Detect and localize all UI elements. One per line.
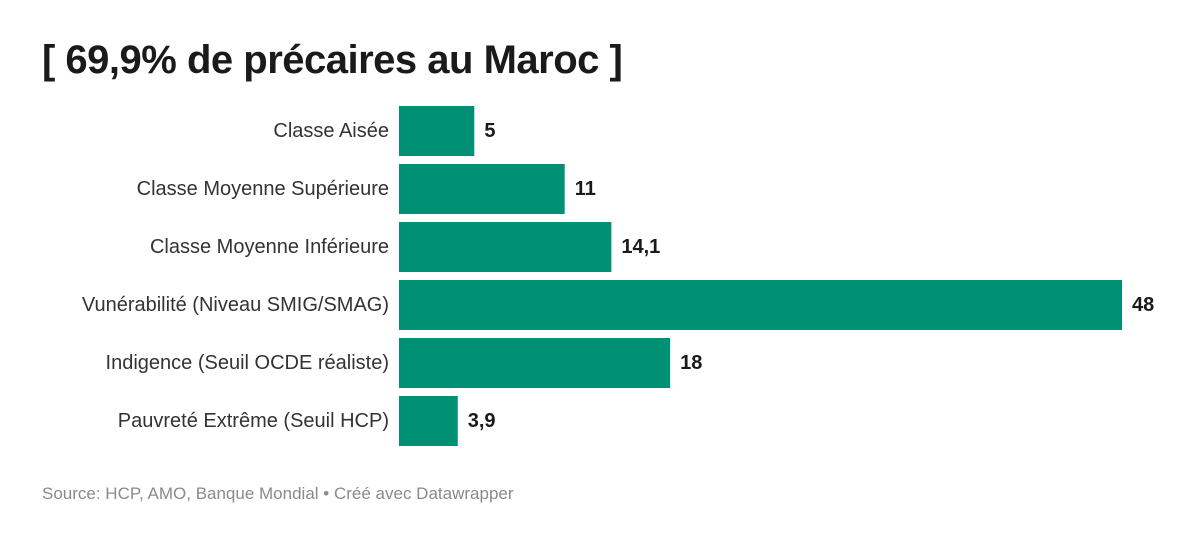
value-label: 14,1 — [621, 236, 660, 258]
bar — [399, 106, 475, 156]
bar — [399, 338, 671, 388]
category-label: Classe Moyenne Supérieure — [137, 178, 389, 200]
bar-chart: Classe Aisée 5 Classe Moyenne Supérieure 11… — [82, 106, 1154, 446]
bar — [399, 222, 612, 272]
category-label: Pauvreté Extrême (Seuil HCP) — [118, 410, 389, 432]
source-text: Source: HCP, AMO, Banque Mondial — [42, 484, 319, 503]
value-label: 3,9 — [468, 410, 496, 432]
bar — [399, 396, 458, 446]
category-label: Vunérabilité (Niveau SMIG/SMAG) — [82, 294, 389, 316]
value-label: 48 — [1132, 294, 1154, 316]
value-label: 18 — [680, 352, 702, 374]
credit-text: Créé avec Datawrapper — [333, 484, 514, 503]
category-label: Classe Moyenne Inférieure — [150, 236, 389, 258]
chart-footer: Source: HCP, AMO, Banque Mondial • Créé … — [42, 484, 514, 504]
category-label: Indigence (Seuil OCDE réaliste) — [106, 352, 389, 374]
bar — [399, 164, 565, 214]
footer-separator: • — [323, 484, 330, 503]
value-label: 11 — [575, 178, 596, 200]
category-label: Classe Aisée — [273, 120, 389, 142]
chart-title: [ 69,9% de précaires au Maroc ] — [42, 38, 623, 82]
bar — [399, 280, 1122, 330]
value-label: 5 — [484, 120, 495, 142]
